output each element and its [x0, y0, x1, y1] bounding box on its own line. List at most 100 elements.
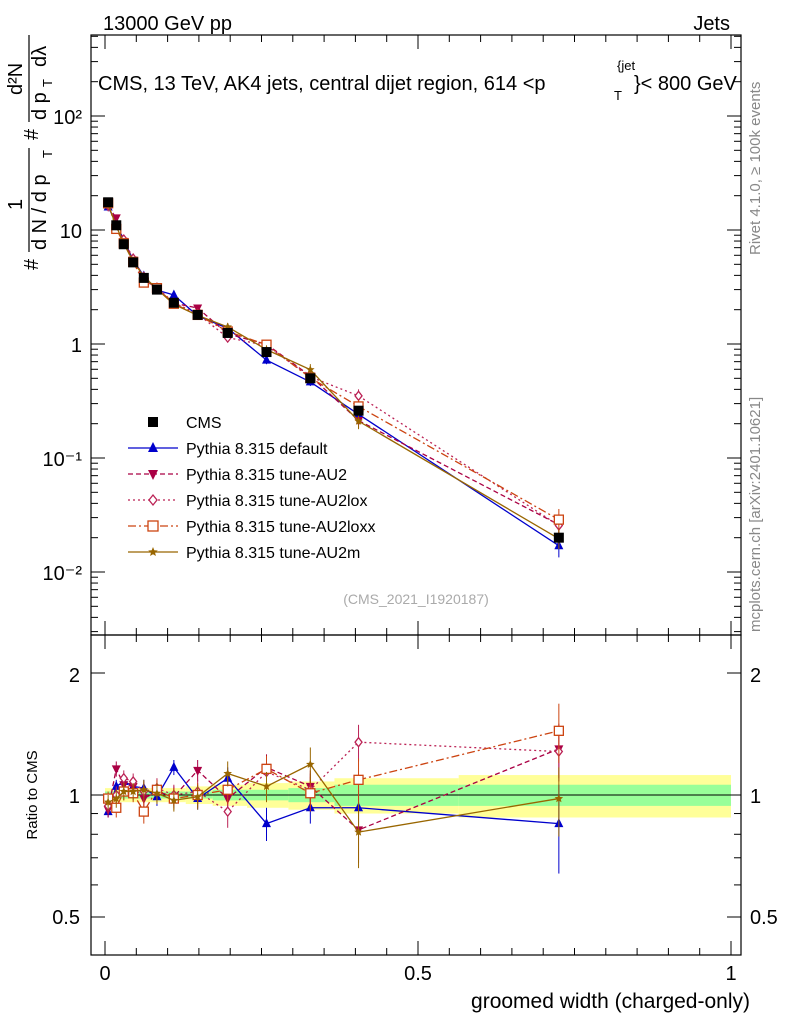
data-point-main — [354, 416, 363, 425]
plot-title: CMS, 13 TeV, AK4 jets, central dijet reg… — [98, 58, 738, 103]
data-point-ratio — [353, 774, 364, 785]
cms-data-point — [192, 309, 203, 320]
legend-marker — [148, 493, 158, 507]
data-point-ratio — [222, 784, 233, 795]
cms-data-point — [103, 197, 114, 208]
data-point-ratio — [305, 788, 316, 799]
legend-marker — [148, 442, 158, 452]
plot-title-main: CMS, 13 TeV, AK4 jets, central dijet reg… — [98, 73, 546, 95]
data-point-main — [354, 390, 363, 402]
jets-label: Jets — [693, 13, 730, 35]
ratio-y-tick-label-1-right: 1 — [750, 786, 761, 808]
data-point-ratio — [223, 806, 233, 818]
data-point-ratio — [103, 797, 113, 806]
y-axis-title-hash2: # — [21, 128, 43, 140]
data-point-ratio — [119, 772, 129, 784]
ratio-plot-data — [102, 703, 564, 874]
data-point-main — [553, 514, 564, 525]
y-axis-title-one: 1 — [5, 199, 27, 210]
ratio-y-tick-label-0.5-right: 0.5 — [750, 907, 778, 929]
data-point-ratio — [111, 765, 121, 775]
main-plot-data — [102, 197, 564, 558]
y-axis-title-ratio: Ratio to CMS — [24, 750, 41, 839]
y-tick-label-1e-1: 10⁻¹ — [43, 449, 83, 471]
cms-data-point — [222, 327, 233, 338]
legend-symbol-au2lox — [128, 493, 178, 507]
x-axis-title: groomed width (charged-only) — [471, 990, 750, 1013]
x-tick-label-0.5: 0.5 — [404, 963, 432, 985]
legend-marker — [147, 520, 159, 532]
legend-symbol-cms — [148, 417, 158, 427]
y-axis-title-numerator: d²N — [5, 63, 27, 95]
legend-symbol-default — [128, 442, 178, 452]
data-point-ratio — [169, 761, 179, 771]
plot-title-sub: T — [614, 88, 622, 103]
data-point-ratio — [354, 736, 363, 748]
legend-marker — [148, 417, 158, 427]
series-main-1 — [103, 202, 564, 536]
cms-data-point — [305, 373, 316, 384]
mcplots-label: mcplots.cern.ch [arXiv:2401.10621] — [747, 397, 764, 632]
y-tick-label-10: 10 — [60, 221, 82, 243]
data-point-main — [306, 365, 315, 374]
cms-data-point — [553, 532, 564, 543]
y-axis-title-denom: d N / d p — [29, 174, 51, 250]
legend: CMS Pythia 8.315 default Pythia 8.315 tu… — [128, 415, 375, 562]
y-axis-title-sub-t2: T — [40, 79, 55, 87]
series-ratio-4 — [103, 747, 564, 869]
data-point-ratio — [152, 788, 162, 797]
ratio-y-tick-label-2-right: 2 — [750, 665, 761, 687]
legend-symbol-au2m — [128, 547, 178, 556]
ratio-y-tick-label-1: 1 — [69, 786, 80, 808]
analysis-id: (CMS_2021_I1920187) — [343, 591, 489, 607]
legend-label-au2: Pythia 8.315 tune-AU2 — [186, 467, 347, 484]
x-tick-label-0: 0 — [99, 963, 110, 985]
legend-label-au2lox: Pythia 8.315 tune-AU2lox — [186, 493, 367, 510]
data-point-ratio — [138, 806, 149, 817]
cms-data-point — [261, 347, 272, 358]
cms-data-point — [138, 272, 149, 283]
y-axis-title-hash1: # — [21, 258, 43, 270]
data-point-main — [169, 289, 179, 299]
data-point-ratio — [193, 766, 203, 776]
series-line-main — [107, 204, 560, 540]
cms-data-point — [353, 405, 364, 416]
ratio-y-tick-label-0.5: 0.5 — [52, 907, 80, 929]
data-point-main — [262, 354, 272, 364]
legend-label-au2m: Pythia 8.315 tune-AU2m — [186, 545, 360, 562]
x-tick-label-1: 1 — [725, 963, 736, 985]
plot-title-tail: }< 800 GeV — [634, 73, 738, 95]
data-point-ratio — [306, 759, 315, 768]
cms-data-point — [151, 284, 162, 295]
data-point-ratio — [553, 725, 564, 736]
cms-data-point — [168, 297, 179, 308]
cms-data-point — [118, 239, 129, 250]
data-point-ratio — [169, 795, 179, 804]
legend-symbol-au2loxx — [128, 520, 178, 532]
data-point-ratio — [223, 769, 232, 778]
legend-symbol-au2 — [128, 470, 178, 480]
legend-label-au2loxx: Pythia 8.315 tune-AU2loxx — [186, 519, 375, 536]
data-point-ratio — [111, 780, 121, 790]
series-cms — [103, 197, 564, 543]
plot-title-sup: {jet — [617, 58, 635, 73]
legend-marker — [148, 470, 158, 480]
y-tick-label-1e2: 10² — [53, 107, 82, 129]
data-point-ratio — [128, 787, 138, 796]
ratio-y-tick-label-2: 2 — [69, 665, 80, 687]
data-point-ratio — [554, 794, 564, 803]
data-point-ratio — [262, 781, 271, 791]
cms-data-point — [111, 220, 122, 231]
y-tick-label-1e-2: 10⁻² — [43, 563, 83, 585]
y-tick-label-1: 1 — [71, 335, 82, 357]
data-point-ratio — [112, 794, 121, 803]
data-point-ratio — [139, 785, 149, 794]
cms-data-point — [128, 257, 139, 268]
data-point-main — [111, 214, 121, 224]
y-axis-title-denom2: d p — [29, 92, 51, 120]
axis-tick-labels: 0 0.5 1 10⁻² 10⁻¹ 1 10 10² 0.5 1 2 0.5 1… — [43, 107, 778, 985]
data-point-ratio — [354, 827, 363, 836]
data-point-main — [223, 322, 232, 331]
axis-ticks — [91, 35, 741, 955]
